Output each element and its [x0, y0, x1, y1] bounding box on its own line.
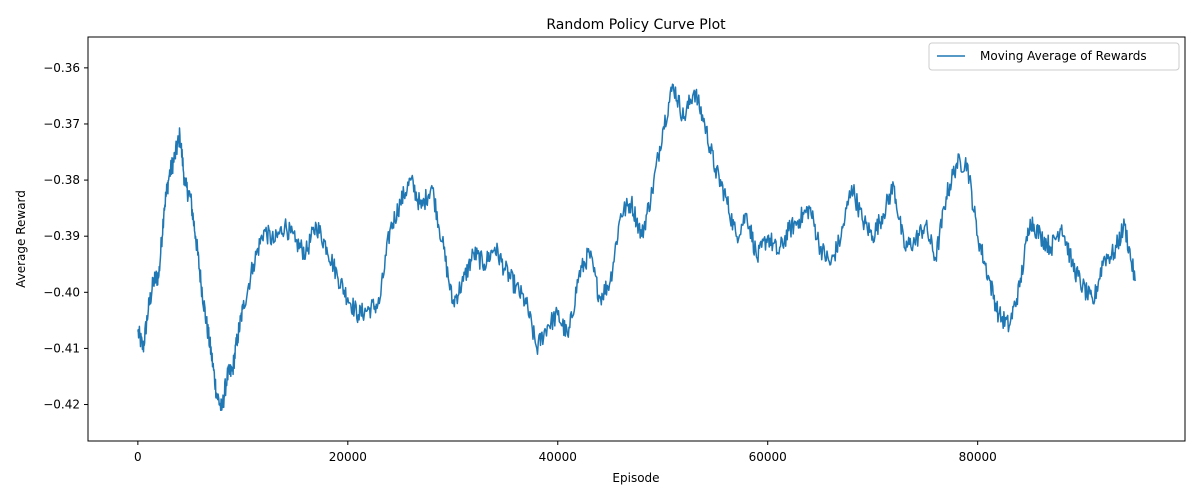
x-tick-label: 60000 [749, 450, 787, 464]
y-tick-label: −0.37 [43, 117, 80, 131]
x-axis-ticks: 0 20000 40000 60000 80000 [134, 441, 997, 464]
plot-area [87, 36, 1186, 442]
x-axis-label: Episode [612, 471, 659, 485]
y-tick-label: −0.42 [43, 398, 80, 412]
y-tick-label: −0.39 [43, 229, 80, 243]
y-tick-label: −0.40 [43, 285, 80, 299]
y-tick-label: −0.36 [43, 61, 80, 75]
series-line-moving-average [137, 83, 1136, 412]
y-tick-label: −0.38 [43, 173, 80, 187]
axes-frame [87, 36, 1186, 442]
legend-box [928, 42, 1180, 71]
x-tick-label: 80000 [959, 450, 997, 464]
legend: Moving Average of Rewards [928, 42, 1180, 71]
y-axis-label: Average Reward [14, 190, 28, 288]
x-tick-label: 40000 [539, 450, 577, 464]
chart-title: Random Policy Curve Plot [546, 17, 726, 33]
x-tick-label: 20000 [329, 450, 367, 464]
y-axis-ticks: −0.42 −0.41 −0.40 −0.39 −0.38 −0.37 −0.36 [43, 61, 88, 412]
x-tick-label: 0 [134, 450, 142, 464]
y-tick-label: −0.41 [43, 341, 80, 355]
legend-entry-moving-average: Moving Average of Rewards [980, 49, 1147, 63]
